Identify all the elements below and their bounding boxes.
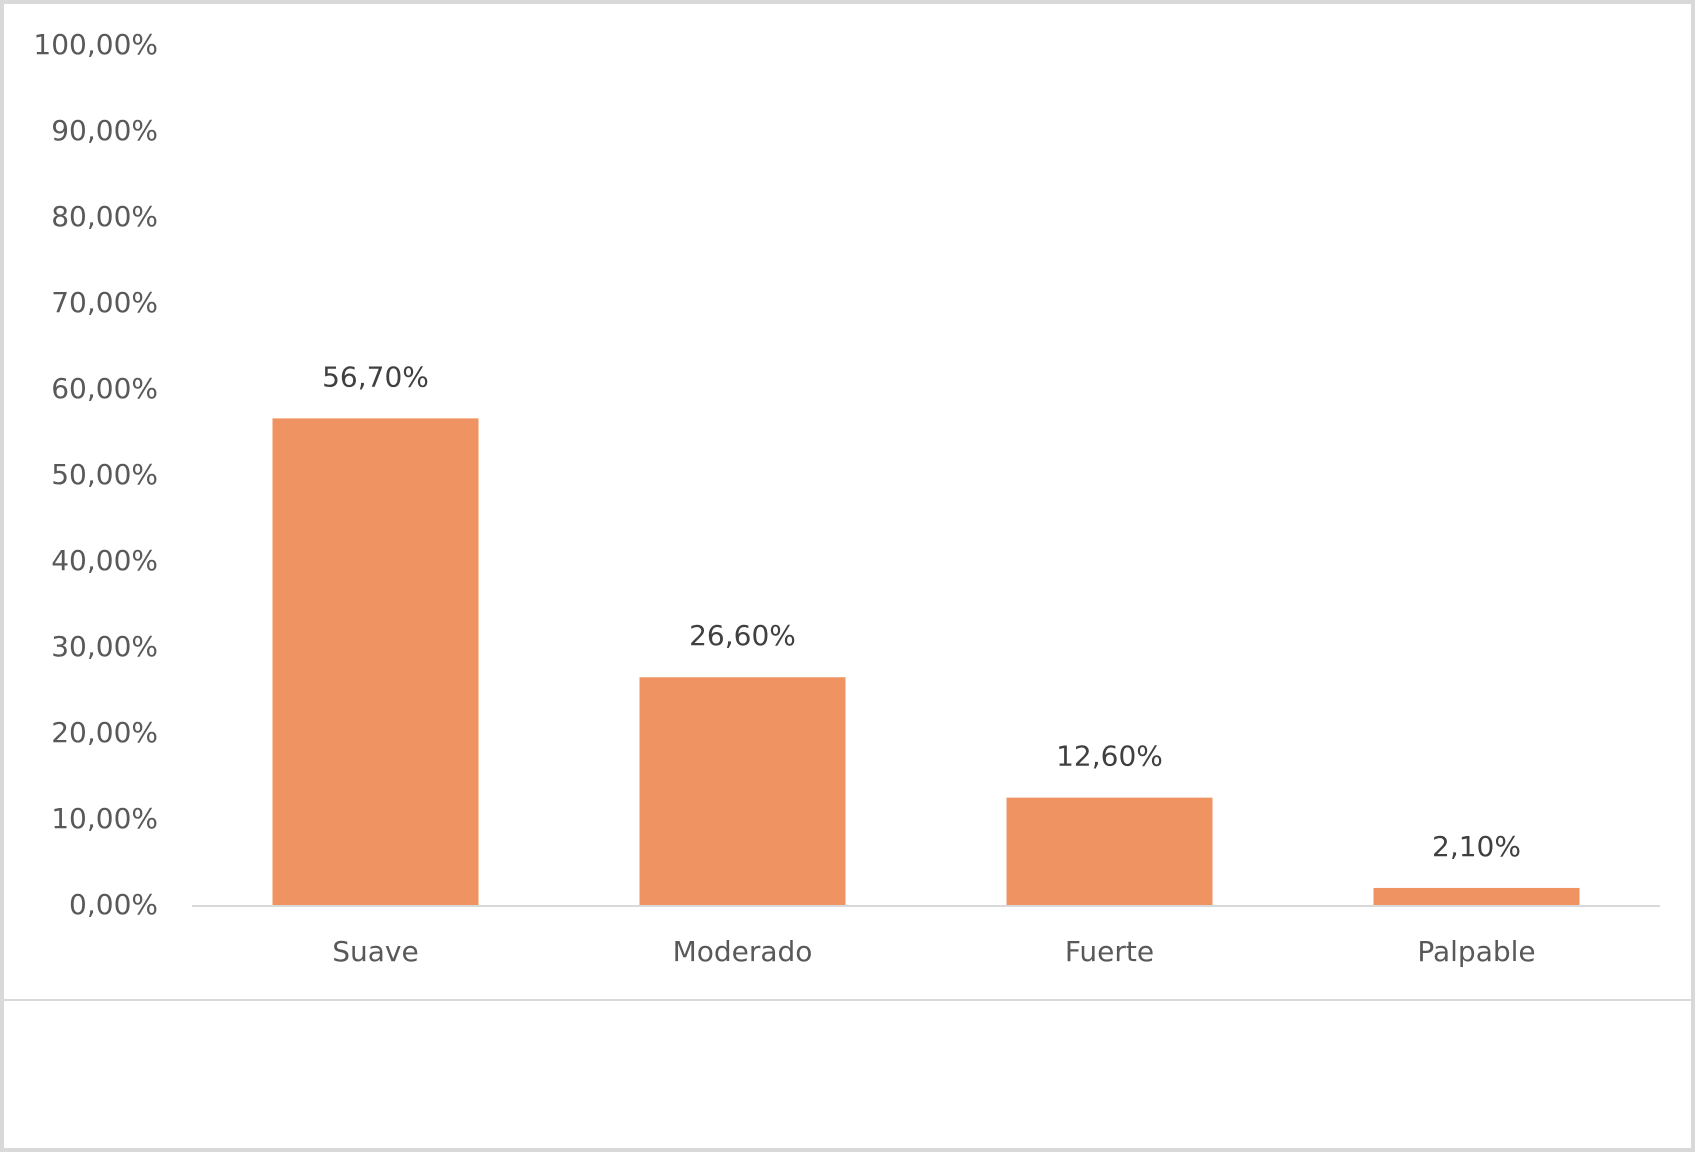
y-tick-label: 0,00%	[69, 888, 158, 921]
y-tick-label: 100,00%	[33, 28, 158, 61]
y-tick-label: 70,00%	[51, 286, 158, 319]
y-tick-label: 40,00%	[51, 544, 158, 577]
y-tick-label: 80,00%	[51, 200, 158, 233]
value-label: 26,60%	[689, 619, 796, 652]
x-tick-label: Moderado	[673, 935, 813, 968]
y-tick-label: 20,00%	[51, 716, 158, 749]
bar	[1373, 887, 1580, 906]
y-tick-label: 50,00%	[51, 458, 158, 491]
y-tick-label: 30,00%	[51, 630, 158, 663]
x-tick-label: Fuerte	[1065, 935, 1154, 968]
x-tick-label: Suave	[332, 935, 418, 968]
y-tick-label: 60,00%	[51, 372, 158, 405]
value-label: 12,60%	[1056, 740, 1163, 773]
value-label: 2,10%	[1432, 830, 1521, 863]
value-label: 56,70%	[322, 360, 429, 393]
bar	[272, 418, 479, 906]
bar	[639, 677, 846, 906]
y-tick-label: 90,00%	[51, 114, 158, 147]
x-tick-label: Palpable	[1417, 935, 1535, 968]
bar	[1006, 797, 1213, 906]
y-tick-label: 10,00%	[51, 802, 158, 835]
